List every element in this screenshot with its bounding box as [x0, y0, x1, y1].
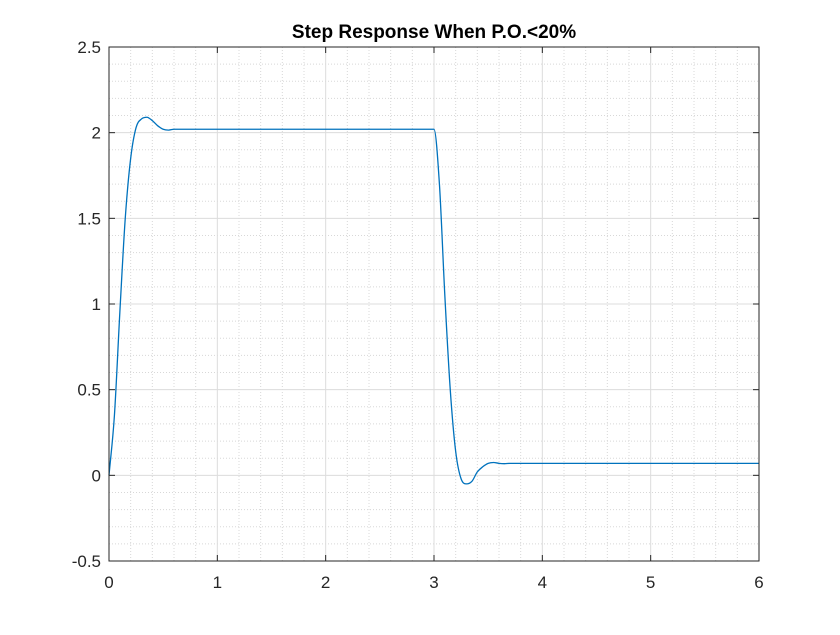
x-tick-label: 3 — [429, 573, 438, 592]
series-line-response — [108, 116, 759, 485]
y-tick-label: 1.5 — [77, 209, 101, 228]
x-tick-label: 1 — [213, 573, 222, 592]
y-tick-label: 2.5 — [77, 38, 101, 57]
y-tick-label: 2 — [92, 124, 101, 143]
x-tick-label: 0 — [104, 573, 113, 592]
chart-title: Step Response When P.O.<20% — [292, 22, 576, 43]
y-tick-labels: -0.5 0 0.5 1 1.5 2 2.5 — [72, 38, 101, 571]
y-tick-label: 0 — [92, 466, 101, 485]
series-layer — [108, 116, 759, 485]
x-tick-label: 5 — [646, 573, 655, 592]
y-tick-label: 0.5 — [77, 381, 101, 400]
x-tick-label: 6 — [754, 573, 763, 592]
y-tick-label: -0.5 — [72, 552, 101, 571]
x-tick-label: 4 — [538, 573, 547, 592]
x-tick-label: 2 — [321, 573, 330, 592]
ticks — [108, 46, 760, 562]
y-tick-label: 1 — [92, 295, 101, 314]
x-tick-labels: 0 1 2 3 4 5 6 — [104, 573, 763, 592]
